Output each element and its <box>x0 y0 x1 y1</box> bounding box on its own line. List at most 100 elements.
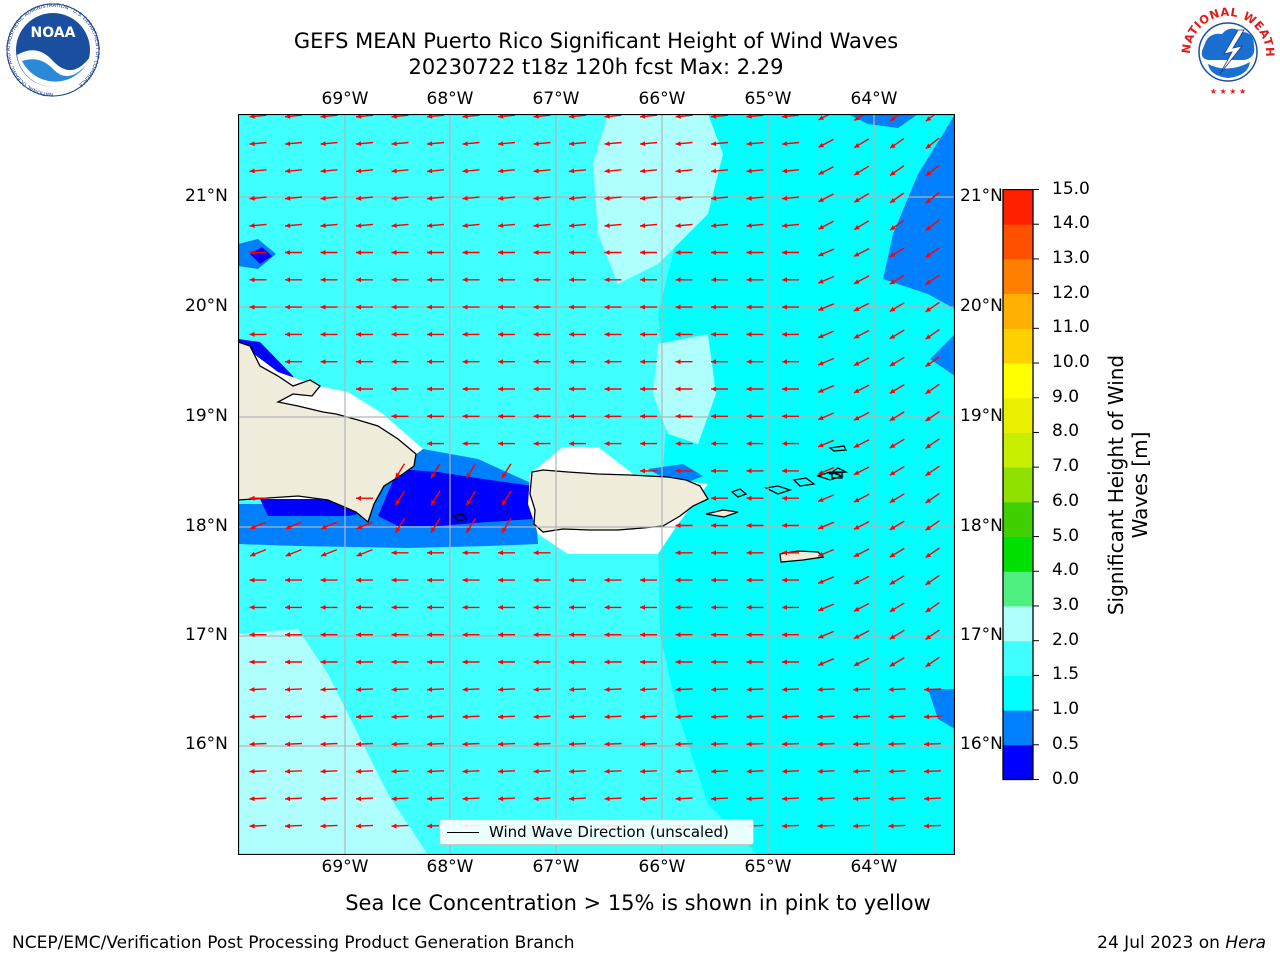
wave-direction-arrow <box>746 195 764 201</box>
wave-direction-arrow <box>923 741 942 747</box>
wave-direction-arrow <box>604 604 622 610</box>
wave-direction-arrow <box>604 687 622 692</box>
wave-direction-arrow <box>746 714 764 720</box>
wave-direction-arrow <box>853 138 870 149</box>
wave-direction-arrow <box>817 576 835 585</box>
wave-direction-arrow <box>498 304 515 310</box>
wave-direction-arrow <box>462 386 480 392</box>
wave-direction-arrow <box>320 714 338 720</box>
legend-label: Wind Wave Direction (unscaled) <box>489 823 729 841</box>
wave-direction-arrow <box>710 741 729 747</box>
lon-label-bottom-68w: 68°W <box>426 857 474 877</box>
wave-direction-arrow <box>501 463 512 479</box>
wave-direction-arrow <box>639 714 658 720</box>
wave-direction-arrow <box>320 548 338 557</box>
wave-direction-arrow <box>888 741 906 747</box>
wave-direction-arrow <box>320 331 338 337</box>
wave-direction-arrow <box>391 823 409 829</box>
wave-direction-arrow <box>782 250 799 255</box>
wave-direction-arrow <box>604 277 622 283</box>
colorbar-band <box>1003 432 1033 468</box>
wave-direction-arrow <box>675 359 693 365</box>
wave-direction-arrow <box>497 223 516 228</box>
wave-direction-arrow <box>746 577 764 583</box>
field-band-0.5-1.0-se <box>928 689 955 729</box>
wave-direction-arrow <box>284 168 303 174</box>
wave-direction-arrow <box>498 441 515 447</box>
wave-direction-arrow <box>533 441 551 447</box>
wave-direction-arrow <box>640 604 657 610</box>
date-credit: 24 Jul 2023 on Hera <box>1097 933 1266 953</box>
wave-direction-arrow <box>320 577 338 583</box>
wave-direction-arrow <box>426 741 445 747</box>
wave-direction-arrow <box>853 329 870 339</box>
lat-label-left-20n: 20°N <box>185 296 228 316</box>
wave-direction-arrow <box>782 577 799 583</box>
lon-label-bottom-66w: 66°W <box>638 857 686 877</box>
wave-direction-arrow <box>675 796 693 802</box>
colorbar-tick-label: 0.5 <box>1052 733 1080 754</box>
wave-direction-arrow <box>462 768 480 774</box>
wave-direction-arrow <box>889 411 905 422</box>
wave-direction-arrow <box>356 495 373 501</box>
wave-direction-arrow <box>817 466 835 475</box>
virgin-islands <box>763 467 849 495</box>
wave-direction-arrow <box>569 413 586 419</box>
wave-direction-arrow <box>462 659 480 665</box>
wave-direction-arrow <box>249 548 267 557</box>
colorbar-tick-label: 6.0 <box>1052 490 1080 511</box>
wave-direction-arrow <box>782 632 799 638</box>
wave-direction-arrow <box>498 331 515 337</box>
wave-direction-arrow <box>711 277 728 283</box>
wave-direction-arrow <box>746 768 764 774</box>
wave-direction-arrow <box>925 247 940 258</box>
date-credit-prefix: 24 Jul 2023 on <box>1097 933 1226 953</box>
wave-direction-arrow <box>853 493 870 503</box>
wave-direction-arrow <box>498 413 515 419</box>
wave-direction-arrow <box>462 413 480 419</box>
wave-direction-arrow <box>427 632 444 638</box>
wave-direction-arrow <box>465 463 477 479</box>
wave-direction-arrow <box>711 304 728 310</box>
field-band-0.0-0.5-nw-dot <box>250 247 272 264</box>
culebra-island <box>730 488 748 498</box>
wave-direction-arrow <box>889 602 905 613</box>
wave-direction-arrow <box>817 630 835 639</box>
wave-direction-arrow <box>711 386 728 392</box>
lat-label-right-21n: 21°N <box>960 186 1003 206</box>
wave-direction-arrow <box>817 412 835 421</box>
wave-direction-arrow <box>391 659 409 665</box>
wave-direction-arrow <box>675 250 693 255</box>
wave-direction-arrow <box>462 632 480 638</box>
wave-direction-arrow <box>320 168 338 174</box>
wave-direction-arrow <box>285 659 302 665</box>
wave-direction-arrow <box>284 195 303 201</box>
wave-direction-arrow <box>391 168 409 174</box>
lat-label-right-19n: 19°N <box>960 406 1003 426</box>
wave-direction-arrow <box>391 632 409 638</box>
wave-direction-arrow <box>925 629 940 641</box>
wave-direction-arrow <box>249 659 267 665</box>
wave-direction-arrow <box>427 577 444 583</box>
wave-direction-arrow <box>320 687 338 692</box>
hispaniola-land <box>238 341 417 524</box>
wave-direction-arrow <box>391 577 409 583</box>
wave-direction-arrow <box>533 413 551 419</box>
sombrero-islet <box>831 471 843 479</box>
wave-direction-arrow <box>533 304 551 310</box>
wave-direction-arrow <box>249 632 267 638</box>
wave-direction-arrow <box>355 796 374 802</box>
wave-direction-arrow <box>711 468 728 474</box>
wave-direction-arrow <box>782 359 799 365</box>
wave-direction-arrow <box>781 741 800 747</box>
wave-direction-arrow <box>320 223 338 228</box>
wave-direction-arrow <box>746 632 764 638</box>
lat-label-right-18n: 18°N <box>960 516 1003 536</box>
wave-direction-arrow <box>355 195 374 201</box>
wave-direction-arrow <box>498 577 515 583</box>
wave-direction-arrow <box>427 250 444 255</box>
wave-direction-arrow <box>249 687 267 692</box>
wave-direction-arrow <box>249 577 267 583</box>
colorbar-band <box>1003 536 1033 572</box>
wave-direction-arrow <box>639 741 658 747</box>
